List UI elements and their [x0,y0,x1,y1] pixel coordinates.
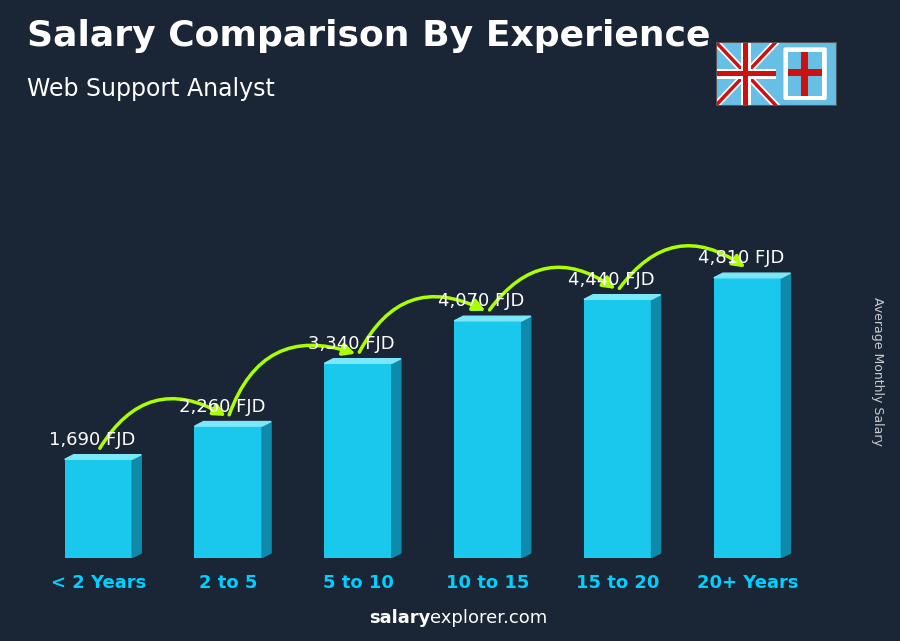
Polygon shape [652,295,661,558]
Bar [716,69,776,79]
Polygon shape [781,273,790,558]
Bar [584,299,652,558]
Text: 2,260 FJD: 2,260 FJD [178,397,265,416]
Text: Web Support Analyst: Web Support Analyst [27,77,274,101]
FancyBboxPatch shape [784,48,826,99]
Text: Average Monthly Salary: Average Monthly Salary [871,297,884,446]
Text: Salary Comparison By Experience: Salary Comparison By Experience [27,19,710,53]
Text: 4,440 FJD: 4,440 FJD [568,271,654,289]
Polygon shape [262,422,271,558]
Text: 3,340 FJD: 3,340 FJD [309,335,395,353]
Bar [741,42,751,106]
Bar [716,71,776,76]
Polygon shape [522,316,531,558]
Bar [65,460,132,558]
Polygon shape [132,454,141,558]
Polygon shape [194,422,271,426]
Polygon shape [584,295,661,299]
Text: 4,070 FJD: 4,070 FJD [438,292,525,310]
Polygon shape [65,454,141,460]
Bar [788,52,823,96]
Text: salary: salary [369,609,430,627]
Polygon shape [454,316,531,321]
Bar [743,42,748,106]
Bar [788,69,823,76]
Polygon shape [324,359,400,363]
Bar [324,363,392,558]
Text: 4,810 FJD: 4,810 FJD [698,249,784,267]
Text: 1,690 FJD: 1,690 FJD [49,431,135,449]
Polygon shape [714,273,790,278]
Bar [454,321,522,558]
Polygon shape [392,359,400,558]
Bar [801,52,808,96]
Bar [194,426,262,558]
Bar [714,278,781,558]
Text: explorer.com: explorer.com [430,609,547,627]
